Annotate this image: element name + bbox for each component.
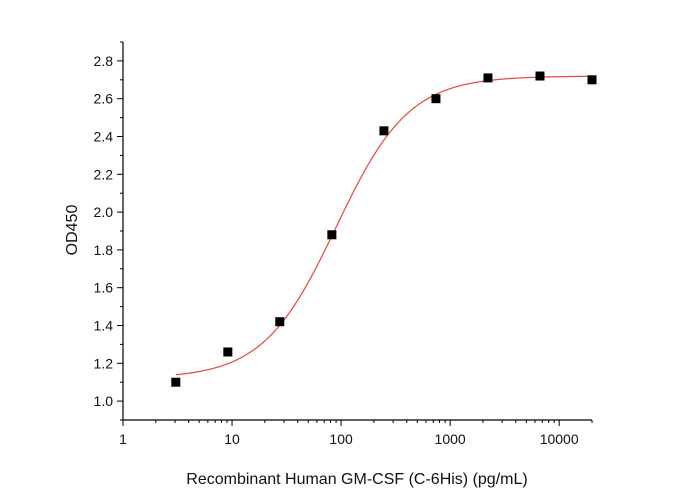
fit-curve <box>175 75 593 376</box>
y-tick-label: 2.4 <box>94 129 114 145</box>
data-point <box>327 230 337 240</box>
data-points-layer <box>171 71 597 387</box>
fit-curve-layer <box>175 75 593 376</box>
y-tick-label: 1.0 <box>94 393 114 409</box>
y-tick-label: 1.8 <box>94 242 114 258</box>
x-tick-label: 1 <box>119 431 127 447</box>
data-point <box>275 317 285 327</box>
data-point <box>379 126 389 136</box>
x-tick-label: 100 <box>329 431 353 447</box>
data-point <box>483 73 493 83</box>
y-tick-label: 1.4 <box>94 318 114 334</box>
x-tick-label: 10 <box>224 431 240 447</box>
x-axis-title: Recombinant Human GM-CSF (C-6His) (pg/mL… <box>186 471 527 488</box>
data-point <box>223 347 233 357</box>
data-point <box>431 94 441 104</box>
axes: 1.0 1.2 1.4 1.6 1.8 2.0 2.2 2.4 2.6 2.8 1 10 100 1000… <box>94 41 593 447</box>
x-tick-label: 10000 <box>540 431 579 447</box>
y-tick-label: 1.2 <box>94 355 114 371</box>
data-point <box>587 75 597 85</box>
x-tick-label: 1000 <box>435 431 466 447</box>
y-tick-label: 2.0 <box>94 204 114 220</box>
data-point <box>171 377 181 387</box>
y-tick-label: 2.6 <box>94 91 114 107</box>
y-tick-label: 2.2 <box>94 166 114 182</box>
data-point <box>535 71 545 81</box>
y-axis-title: OD450 <box>64 205 81 256</box>
y-tick-label: 1.6 <box>94 280 114 296</box>
y-tick-label: 2.8 <box>94 53 114 69</box>
